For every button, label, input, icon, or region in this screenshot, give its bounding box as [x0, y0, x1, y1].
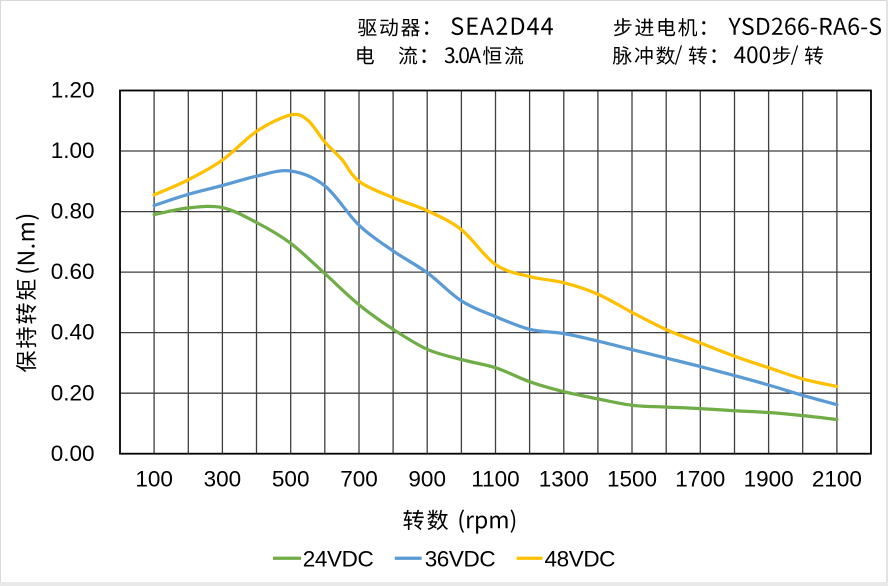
- svg-text:300: 300: [204, 467, 242, 492]
- svg-text:500: 500: [272, 467, 310, 492]
- svg-text:1100: 1100: [471, 467, 519, 492]
- svg-text:700: 700: [340, 467, 378, 492]
- svg-text:2100: 2100: [812, 467, 862, 492]
- svg-text:1900: 1900: [744, 467, 794, 492]
- svg-text:0.00: 0.00: [51, 441, 95, 466]
- svg-text:0.80: 0.80: [51, 199, 95, 224]
- svg-text:0.40: 0.40: [51, 320, 95, 345]
- svg-text:1.20: 1.20: [51, 78, 95, 103]
- svg-text:1700: 1700: [675, 467, 725, 492]
- svg-text:100: 100: [135, 467, 173, 492]
- svg-text:1500: 1500: [607, 467, 657, 492]
- svg-text:36VDC: 36VDC: [425, 547, 496, 572]
- svg-text:900: 900: [408, 467, 446, 492]
- svg-text:48VDC: 48VDC: [545, 547, 616, 572]
- svg-text:24VDC: 24VDC: [303, 547, 374, 572]
- svg-text:0.20: 0.20: [51, 380, 95, 405]
- svg-text:1.00: 1.00: [51, 138, 95, 163]
- svg-text:0.60: 0.60: [51, 259, 95, 284]
- svg-text:1300: 1300: [539, 467, 589, 492]
